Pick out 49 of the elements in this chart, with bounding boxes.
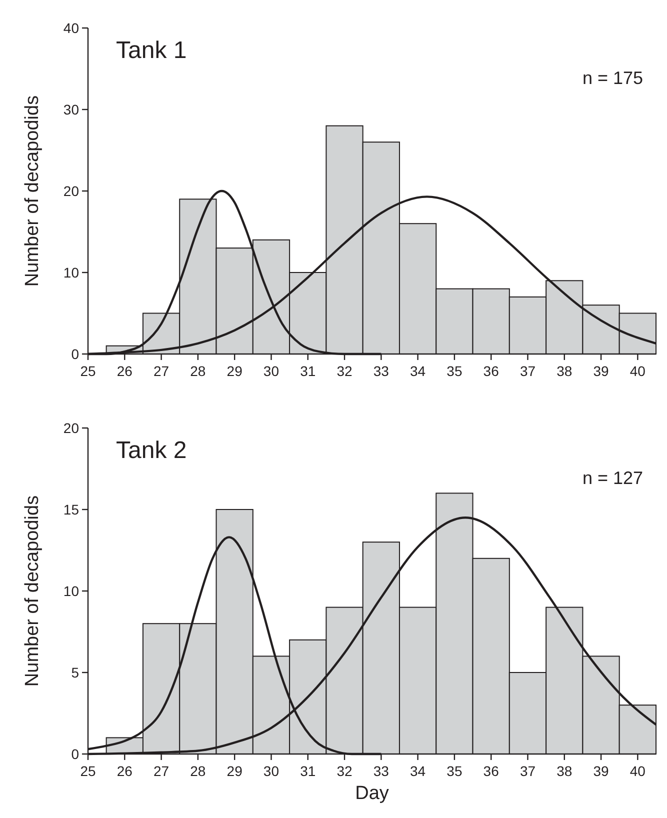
x-tick-label: 39	[593, 763, 610, 779]
x-tick-label: 38	[556, 763, 572, 779]
x-tick-label: 33	[373, 763, 390, 779]
y-tick-label: 5	[71, 664, 80, 680]
x-tick-label: 29	[226, 363, 243, 379]
x-tick-label: 32	[336, 363, 353, 379]
y-tick-label: 20	[63, 420, 80, 436]
annotation: n = 127	[582, 468, 643, 488]
x-tick-label: 39	[593, 363, 610, 379]
x-tick-label: 25	[80, 363, 96, 379]
y-tick-label: 10	[63, 583, 80, 599]
x-tick-label: 26	[116, 763, 133, 779]
x-tick-label: 37	[520, 763, 536, 779]
x-tick-label: 38	[556, 363, 572, 379]
x-tick-label: 34	[410, 363, 426, 379]
x-tick-label: 30	[263, 763, 280, 779]
x-tick-label: 25	[80, 763, 96, 779]
x-tick-label: 33	[373, 363, 390, 379]
x-tick-label: 28	[190, 763, 206, 779]
chart-title: Tank 1	[116, 37, 187, 64]
x-tick-label: 27	[154, 363, 170, 379]
annotation: n = 175	[582, 68, 643, 88]
y-tick-label: 30	[63, 102, 80, 118]
chart-title: Tank 2	[116, 437, 187, 464]
x-tick-label: 31	[300, 763, 316, 779]
x-tick-label: 36	[483, 363, 500, 379]
y-tick-label: 0	[71, 346, 80, 362]
x-tick-label: 29	[226, 763, 243, 779]
x-tick-label: 26	[116, 363, 133, 379]
x-tick-label: 34	[410, 763, 426, 779]
y-tick-label: 0	[71, 746, 80, 762]
x-tick-label: 35	[446, 763, 462, 779]
x-tick-label: 28	[190, 363, 206, 379]
x-tick-label: 40	[630, 763, 646, 779]
y-tick-label: 40	[63, 20, 80, 36]
x-tick-label: 40	[630, 363, 646, 379]
x-tick-label: 31	[300, 363, 316, 379]
x-tick-label: 35	[446, 363, 462, 379]
x-tick-label: 30	[263, 363, 280, 379]
y-axis-title: Number of decapodids	[22, 495, 43, 687]
y-axis-title: Number of decapodids	[22, 95, 43, 287]
x-tick-label: 37	[520, 363, 536, 379]
x-tick-label: 36	[483, 763, 500, 779]
y-tick-label: 15	[63, 502, 80, 518]
y-tick-label: 10	[63, 264, 80, 280]
x-tick-label: 32	[336, 763, 353, 779]
x-axis-title: Day	[355, 783, 390, 804]
y-tick-label: 20	[63, 183, 80, 199]
x-tick-label: 27	[154, 763, 170, 779]
